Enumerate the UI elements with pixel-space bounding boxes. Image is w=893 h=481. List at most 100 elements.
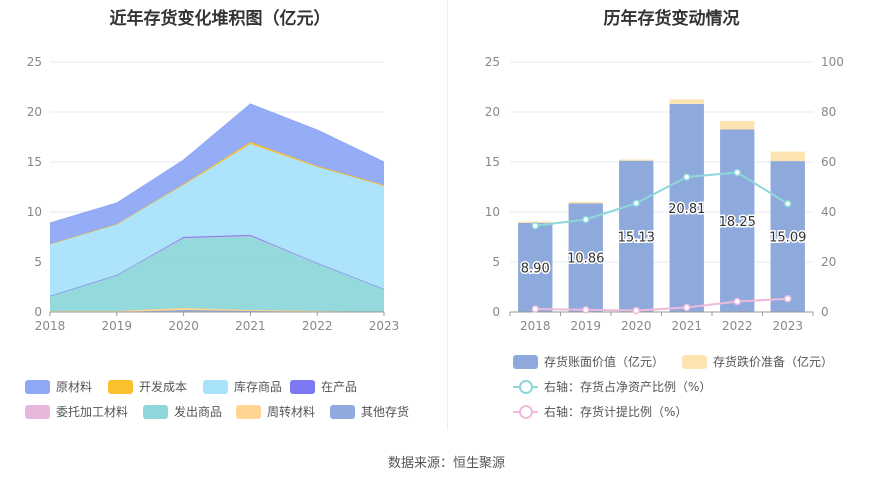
right-y-tick-label: 15	[485, 155, 500, 169]
right-y2-tick-label: 20	[821, 255, 836, 269]
right-y-tick-label: 5	[492, 255, 500, 269]
legend-swatch	[513, 354, 538, 369]
line-point	[784, 200, 792, 208]
bar-存货账面价值（亿元）	[619, 160, 654, 312]
bar-存货账面价值（亿元）	[669, 103, 704, 313]
line-point	[632, 306, 640, 315]
legend-swatch	[330, 404, 355, 419]
right-y-tick-label: 10	[485, 205, 500, 219]
legend-label: 周转材料	[267, 405, 316, 419]
bar-value-label: 20.81	[668, 202, 705, 217]
right-legend-item[interactable]: 存货账面价值（亿元）	[513, 353, 664, 370]
chart-divider	[447, 0, 448, 430]
bar-存货账面价值（亿元）	[518, 223, 553, 312]
bar-value-label: 15.09	[769, 231, 806, 246]
bar-存货跌价准备（亿元）	[770, 151, 805, 162]
right-x-tick-label: 2018	[520, 319, 551, 333]
right-y2-tick-label: 40	[821, 205, 836, 219]
right-x-tick-label: 2020	[621, 319, 652, 333]
left-x-tick-label: 2019	[102, 319, 133, 333]
right-x-tick-label: 2019	[570, 319, 601, 333]
legend-label: 委托加工材料	[56, 405, 129, 419]
left-y-tick-label: 5	[34, 255, 42, 269]
legend-label: 发出商品	[174, 405, 223, 419]
line-point	[784, 295, 792, 303]
right-y-tick-label: 25	[485, 55, 500, 69]
right-legend-item[interactable]: 右轴：存货计提比例（%）	[513, 403, 687, 420]
line-point	[582, 306, 590, 314]
right-y2-tick-label: 100	[821, 55, 844, 69]
legend-swatch	[108, 379, 133, 394]
legend-swatch	[513, 404, 538, 419]
right-y2-tick-label: 60	[821, 155, 836, 169]
area-edge-原材料	[49, 103, 385, 224]
legend-label: 在产品	[321, 380, 358, 394]
legend-swatch	[513, 379, 538, 394]
right-chart-title: 历年存货变动情况	[603, 9, 740, 29]
legend-swatch	[236, 404, 261, 419]
right-y2-tick-label: 0	[821, 305, 829, 319]
left-legend-item[interactable]: 其他存货	[330, 403, 409, 420]
area-库存商品	[50, 144, 384, 296]
bar-存货跌价准备（亿元）	[568, 201, 603, 204]
left-y-tick-label: 20	[27, 105, 42, 119]
line-point	[733, 297, 741, 306]
legend-label: 开发成本	[139, 380, 188, 394]
line-point	[582, 215, 590, 224]
bar-存货跌价准备（亿元）	[720, 121, 755, 130]
line-point	[683, 173, 691, 181]
legend-swatch	[290, 379, 315, 394]
legend-label: 右轴：存货计提比例（%）	[544, 405, 688, 419]
right-legend-item[interactable]: 右轴：存货占净资产比例（%）	[513, 378, 711, 395]
right-y-tick-label: 0	[492, 305, 500, 319]
left-y-tick-label: 10	[27, 205, 42, 219]
right-y2-tick-label: 80	[821, 105, 836, 119]
line-point	[683, 303, 691, 312]
legend-label: 存货跌价准备（亿元）	[713, 355, 834, 369]
left-chart-title: 近年存货变化堆积图（亿元）	[109, 9, 331, 29]
left-x-tick-label: 2023	[369, 319, 400, 333]
left-legend-item[interactable]: 周转材料	[236, 403, 315, 420]
line-point	[632, 199, 640, 207]
legend-label: 库存商品	[234, 380, 283, 394]
data-source: 数据来源：恒生聚源	[387, 456, 505, 471]
left-legend-item[interactable]: 开发成本	[108, 378, 187, 395]
left-x-tick-label: 2018	[35, 319, 66, 333]
legend-swatch	[203, 379, 228, 394]
legend-label: 原材料	[56, 380, 93, 394]
right-legend-item[interactable]: 存货跌价准备（亿元）	[682, 353, 833, 370]
legend-swatch	[25, 379, 50, 394]
left-legend-item[interactable]: 在产品	[290, 378, 357, 395]
bar-value-label: 8.90	[521, 262, 550, 277]
left-legend-item[interactable]: 发出商品	[143, 403, 222, 420]
legend-swatch	[143, 404, 168, 419]
left-x-tick-label: 2022	[302, 319, 333, 333]
legend-label: 右轴：存货占净资产比例（%）	[544, 380, 712, 394]
line-point	[733, 168, 741, 177]
line-point	[531, 222, 539, 230]
bar-value-label: 10.86	[567, 252, 604, 267]
area-发出商品	[50, 236, 384, 312]
bar-存货账面价值（亿元）	[770, 161, 805, 312]
bar-存货账面价值（亿元）	[720, 129, 755, 312]
bar-存货跌价准备（亿元）	[619, 159, 654, 161]
left-y-tick-label: 25	[27, 55, 42, 69]
right-x-tick-label: 2021	[671, 319, 702, 333]
right-y-tick-label: 20	[485, 105, 500, 119]
line-point	[531, 305, 539, 313]
legend-swatch	[25, 404, 50, 419]
area-原材料	[50, 104, 384, 244]
legend-label: 其他存货	[361, 405, 410, 419]
bar-value-label: 15.13	[618, 230, 655, 245]
left-legend-item[interactable]: 原材料	[25, 378, 92, 395]
bar-value-label: 18.25	[719, 215, 756, 230]
left-legend-item[interactable]: 库存商品	[203, 378, 282, 395]
legend-label: 存货账面价值（亿元）	[544, 355, 665, 369]
left-y-tick-label: 15	[27, 155, 42, 169]
bar-存货跌价准备（亿元）	[669, 99, 704, 104]
line-右轴：存货占净资产比例（%）	[535, 171, 789, 227]
left-legend-item[interactable]: 委托加工材料	[25, 403, 128, 420]
right-x-tick-label: 2023	[772, 319, 803, 333]
left-x-tick-label: 2020	[168, 319, 199, 333]
